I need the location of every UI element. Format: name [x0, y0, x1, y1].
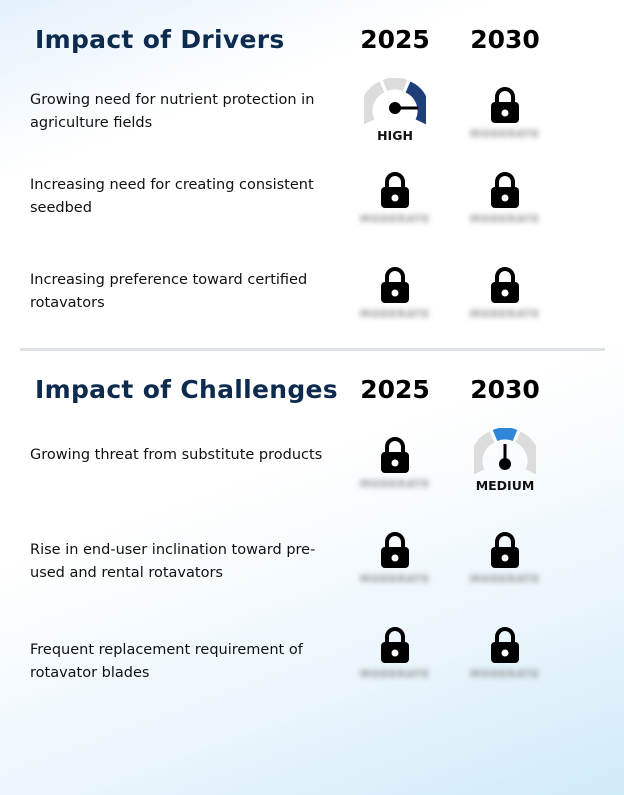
- challenge-row-3-2025: MODERATE: [340, 626, 450, 706]
- locked-value: MODERATE: [360, 309, 430, 320]
- driver-row-1-2025: HIGH: [340, 78, 450, 158]
- locked-value: MODERATE: [360, 214, 430, 225]
- challenges-year-2025: 2025: [360, 375, 430, 404]
- section-divider: [20, 348, 605, 351]
- lock-icon: [381, 267, 409, 303]
- lock-icon: [381, 437, 409, 473]
- locked-value: MODERATE: [470, 214, 540, 225]
- driver-row-3-label: Increasing preference toward certified r…: [30, 272, 308, 311]
- challenge-row-3-2030: MODERATE: [450, 626, 560, 706]
- challenge-row-1-2030: MEDIUM: [450, 428, 560, 508]
- drivers-year-2030: 2030: [470, 25, 540, 54]
- lock-icon: [491, 172, 519, 208]
- lock-icon: [381, 172, 409, 208]
- lock-icon: [491, 627, 519, 663]
- locked-value: MODERATE: [470, 574, 540, 585]
- drivers-heading: Impact of Drivers: [35, 25, 285, 54]
- gauge-high-icon: [364, 78, 426, 125]
- challenge-row-2-2025: MODERATE: [340, 531, 450, 611]
- gauge-level-label: HIGH: [377, 128, 413, 143]
- lock-icon: [381, 627, 409, 663]
- driver-row-3-2030: MODERATE: [450, 266, 560, 346]
- driver-row-1-2030: MODERATE: [450, 86, 560, 166]
- gauge-level-label: MEDIUM: [475, 478, 535, 493]
- lock-icon: [491, 267, 519, 303]
- challenge-row-3-label: Frequent replacement requirement of rota…: [30, 642, 303, 681]
- challenge-row-1-2025: MODERATE: [340, 436, 450, 516]
- challenges-heading: Impact of Challenges: [35, 375, 338, 404]
- locked-value: MODERATE: [470, 129, 540, 140]
- driver-row-2-2025: MODERATE: [340, 171, 450, 251]
- driver-row-2-2030: MODERATE: [450, 171, 560, 251]
- gauge-medium-icon: [474, 428, 536, 475]
- lock-icon: [381, 532, 409, 568]
- lock-icon: [491, 532, 519, 568]
- challenge-row-1-label: Growing threat from substitute products: [30, 447, 323, 463]
- challenge-row-2-label: Rise in end-user inclination toward pre-…: [30, 542, 316, 581]
- driver-row-2-label: Increasing need for creating consistent …: [30, 177, 314, 216]
- challenges-year-2030: 2030: [470, 375, 540, 404]
- challenge-row-2-2030: MODERATE: [450, 531, 560, 611]
- lock-icon: [491, 87, 519, 123]
- drivers-year-2025: 2025: [360, 25, 430, 54]
- locked-value: MODERATE: [360, 574, 430, 585]
- locked-value: MODERATE: [360, 669, 430, 680]
- locked-value: MODERATE: [470, 309, 540, 320]
- driver-row-3-2025: MODERATE: [340, 266, 450, 346]
- driver-row-1-label: Growing need for nutrient protection in …: [30, 92, 315, 131]
- locked-value: MODERATE: [470, 669, 540, 680]
- locked-value: MODERATE: [360, 479, 430, 490]
